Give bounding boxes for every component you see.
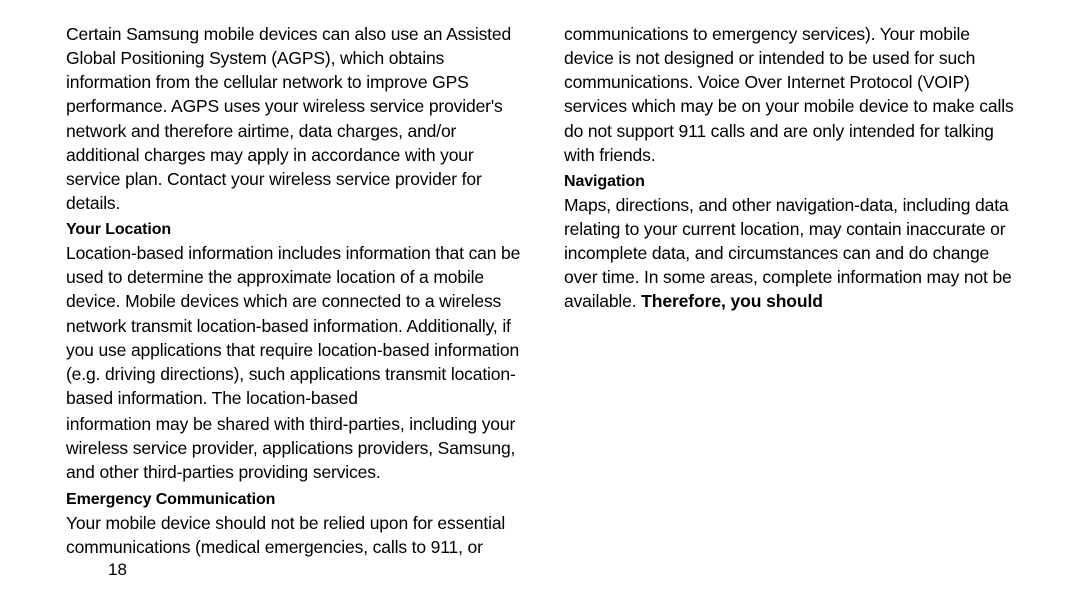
heading-your-location: Your Location — [66, 221, 524, 239]
paragraph-location: Location-based information includes info… — [66, 241, 524, 410]
manual-page: Certain Samsung mobile devices can also … — [66, 22, 1022, 562]
paragraph-navigation: Maps, directions, and other navigation-d… — [564, 193, 1022, 314]
paragraph-navigation-bold-run: Therefore, you should — [641, 291, 823, 311]
paragraph-location-continued: information may be shared with third-par… — [66, 412, 524, 484]
page-number: 18 — [108, 560, 127, 580]
heading-navigation: Navigation — [564, 173, 1022, 191]
paragraph-agps: Certain Samsung mobile devices can also … — [66, 22, 524, 215]
heading-emergency-communication: Emergency Communication — [66, 491, 524, 509]
